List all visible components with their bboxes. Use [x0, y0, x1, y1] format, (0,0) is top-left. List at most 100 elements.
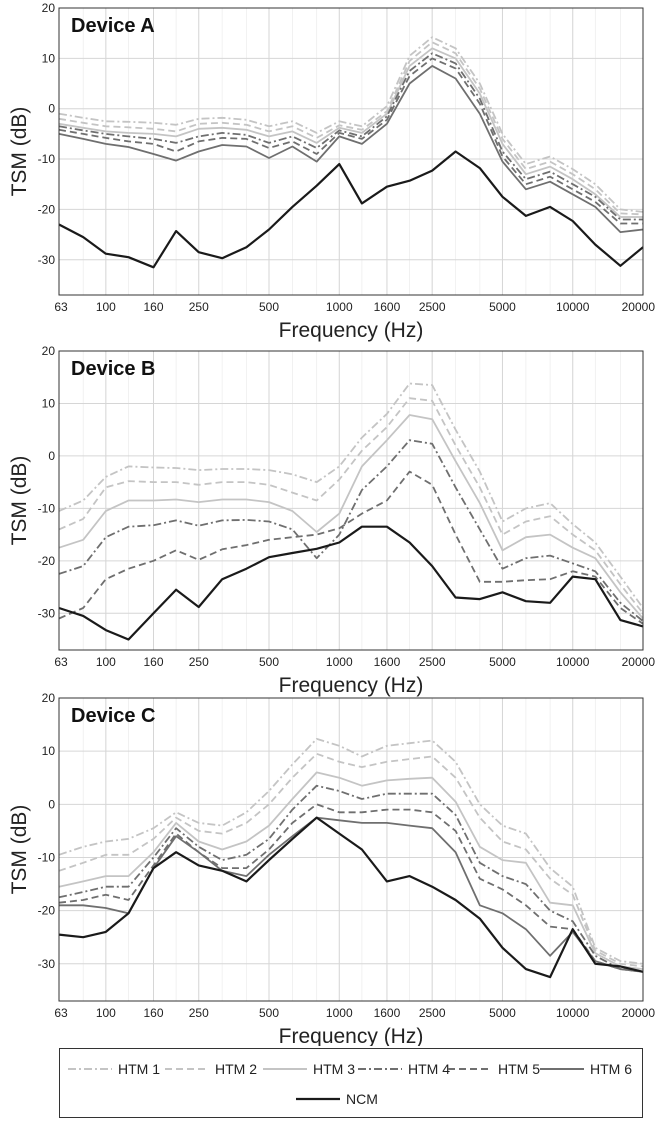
plot-area: [59, 698, 643, 1001]
x-tick-label: 1000: [326, 300, 353, 314]
plot-frame: [58, 697, 644, 1002]
legend-row-2: NCM: [60, 1087, 642, 1111]
legend-label-htm4: HTM 4: [408, 1061, 450, 1077]
x-tick-label: 63: [54, 1006, 68, 1020]
legend-label-htm1: HTM 1: [118, 1061, 160, 1077]
y-tick-label: -10: [38, 501, 56, 515]
series-line-htm4: [58, 439, 644, 622]
legend-item-htm2: HTM 2: [165, 1057, 257, 1081]
y-axis-label: TSM (dB): [8, 805, 31, 895]
legend-swatch-htm3: [263, 1068, 307, 1070]
y-tick-label: -10: [38, 152, 56, 166]
x-tick-label: 20000: [622, 655, 656, 669]
y-tick-label: 10: [42, 51, 56, 65]
legend-swatch-htm5: [448, 1068, 492, 1070]
x-tick-label: 20000: [622, 1006, 656, 1020]
series-line-htm6: [59, 816, 644, 973]
y-tick-label: 0: [48, 797, 55, 811]
series-line-htm3: [58, 47, 643, 218]
y-axis-label: TSM (dB): [8, 456, 31, 546]
legend-item-htm5: HTM 5: [448, 1057, 540, 1081]
series-line-htm2: [58, 41, 644, 216]
y-tick-label: -20: [38, 554, 56, 568]
series-line-htm5: [58, 57, 643, 225]
x-tick-label: 1600: [374, 300, 401, 314]
x-tick-label: 160: [143, 655, 163, 669]
y-tick-label: 0: [48, 449, 55, 463]
x-tick-label: 100: [96, 1006, 116, 1020]
x-tick-label: 100: [96, 300, 116, 314]
legend-label-ncm: NCM: [346, 1091, 378, 1107]
legend-item-ncm: NCM: [296, 1087, 378, 1111]
series-line-htm6: [58, 65, 644, 234]
y-tick-label: -30: [38, 253, 56, 267]
x-tick-label: 5000: [489, 655, 516, 669]
legend-swatch-htm4: [358, 1068, 402, 1070]
x-tick-label: 2500: [419, 300, 446, 314]
x-tick-label: 1600: [374, 655, 401, 669]
x-tick-label: 1000: [326, 655, 353, 669]
legend-item-htm3: HTM 3: [263, 1057, 355, 1081]
x-tick-label: 500: [259, 1006, 279, 1020]
y-tick-label: 0: [48, 102, 55, 116]
legend-label-htm3: HTM 3: [313, 1061, 355, 1077]
y-tick-label: 20: [42, 691, 56, 705]
legend-label-htm2: HTM 2: [215, 1061, 257, 1077]
series-line-ncm: [58, 816, 644, 979]
x-tick-label: 250: [189, 655, 209, 669]
series-line-htm1: [58, 382, 644, 609]
series-line-htm4: [58, 784, 644, 973]
legend-swatch-htm6: [540, 1068, 584, 1070]
x-axis-label: Frequency (Hz): [279, 1025, 424, 1046]
series-line-htm2: [58, 397, 644, 614]
y-tick-label: -20: [38, 904, 56, 918]
x-tick-label: 500: [259, 655, 279, 669]
legend-item-htm6: HTM 6: [540, 1057, 632, 1081]
x-tick-label: 5000: [489, 1006, 516, 1020]
series-line-htm2: [58, 752, 644, 968]
x-tick-label: 20000: [622, 300, 656, 314]
y-tick-label: 10: [42, 396, 56, 410]
chart-title: Device C: [71, 705, 156, 727]
series-line-htm5: [58, 470, 644, 625]
plot-frame: [58, 7, 644, 296]
legend-label-htm6: HTM 6: [590, 1061, 632, 1077]
x-tick-label: 500: [259, 300, 279, 314]
x-tick-label: 63: [54, 300, 68, 314]
y-tick-label: -30: [38, 957, 56, 971]
x-axis-label: Frequency (Hz): [279, 319, 424, 342]
series-line-ncm: [58, 525, 644, 641]
legend-label-htm5: HTM 5: [498, 1061, 540, 1077]
y-tick-label: 20: [42, 1, 56, 15]
series-line-ncm: [58, 150, 644, 269]
x-tick-label: 250: [189, 1006, 209, 1020]
legend-item-htm1: HTM 1: [68, 1057, 160, 1081]
legend-swatch-htm1: [68, 1068, 112, 1070]
series-line-htm3: [58, 771, 644, 970]
x-tick-label: 10000: [556, 655, 590, 669]
x-tick-label: 100: [96, 655, 116, 669]
y-tick-label: 20: [42, 344, 56, 358]
x-tick-label: 10000: [556, 300, 590, 314]
legend-item-htm4: HTM 4: [358, 1057, 450, 1081]
y-tick-label: 10: [42, 744, 56, 758]
legend-swatch-htm2: [165, 1068, 209, 1070]
x-tick-label: 2500: [419, 1006, 446, 1020]
x-tick-label: 250: [189, 300, 209, 314]
chart-title: Device A: [71, 15, 155, 37]
x-tick-label: 2500: [419, 655, 446, 669]
plot-area: [59, 8, 643, 295]
x-tick-label: 1000: [326, 1006, 353, 1020]
x-axis-label: Frequency (Hz): [279, 674, 424, 697]
series-line-htm4: [58, 52, 643, 221]
x-tick-label: 160: [143, 1006, 163, 1020]
series-line-htm1: [58, 36, 644, 213]
y-axis-label: TSM (dB): [8, 107, 31, 197]
legend: HTM 1 HTM 2 HTM 3 HTM 4 HTM 5 HTM 6 NCM: [59, 1048, 643, 1118]
y-tick-label: -20: [38, 202, 56, 216]
legend-swatch-ncm: [296, 1097, 340, 1101]
